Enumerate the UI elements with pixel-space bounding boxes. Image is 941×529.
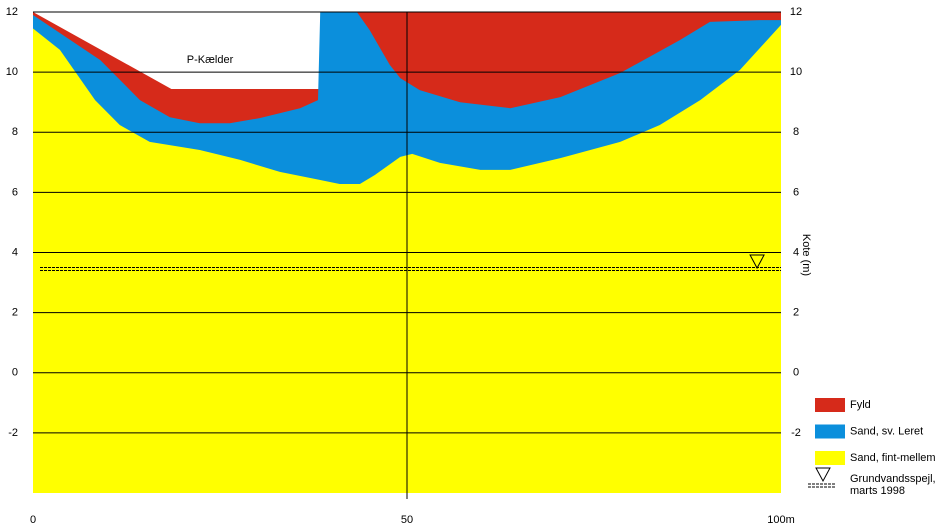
y-tick-label: 0 [12,367,18,379]
legend-label: Grundvandsspejl, [850,473,936,485]
x-tick-label: 0 [30,514,36,526]
y2-tick-label: 8 [793,126,799,138]
y2-tick-label: 12 [790,6,802,18]
y2-tick-label: 2 [793,307,799,319]
y2-axis-label: Kote (m) [800,234,812,276]
y-tick-label: 6 [12,186,18,198]
y-tick-label: 4 [12,246,18,258]
y2-tick-label: 6 [793,186,799,198]
groundwater-marker [749,254,765,270]
legend-label: Sand, fint-mellem [850,452,936,464]
y-tick-label: -2 [8,427,18,439]
legend-label: Fyld [850,399,871,411]
y-tick-label: 8 [12,126,18,138]
annotation: P-Kælder [187,54,234,66]
y-tick-label: 12 [6,6,18,18]
y2-tick-label: 10 [790,66,802,78]
y2-tick-label: 0 [793,367,799,379]
legend-swatch [815,424,845,439]
legend-groundwater-marker [815,467,831,483]
legend-label: marts 1998 [850,485,905,497]
legend-swatch [815,398,845,412]
x-tick-label: 100m [767,514,795,526]
y2-tick-label: 4 [793,246,799,258]
y2-tick-label: -2 [791,427,801,439]
x-tick-label: 50 [401,514,413,526]
legend-label: Sand, sv. Leret [850,425,923,437]
legend-swatch [815,451,845,465]
y-tick-label: 2 [12,307,18,319]
y-tick-label: 10 [6,66,18,78]
